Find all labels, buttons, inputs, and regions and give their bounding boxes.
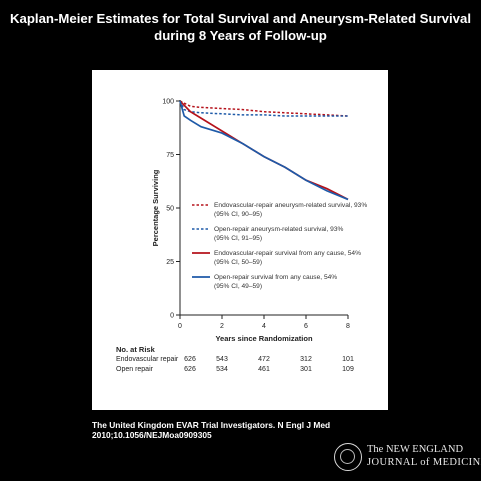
risk-value: 626 bbox=[184, 366, 196, 373]
series-line-2 bbox=[179, 100, 348, 117]
risk-value: 472 bbox=[258, 356, 270, 363]
legend-ci: (95% CI, 90–95) bbox=[214, 211, 262, 218]
seal-icon bbox=[334, 443, 362, 471]
legend-ci: (95% CI, 49–59) bbox=[214, 283, 262, 290]
y-tick-label: 75 bbox=[166, 152, 174, 159]
x-axis-label: Years since Randomization bbox=[215, 334, 313, 343]
legend-label: Open-repair survival from any cause, 54% bbox=[214, 274, 337, 281]
logo-line-2: JOURNAL of MEDICINE bbox=[367, 457, 481, 468]
x-tick-label: 6 bbox=[304, 323, 308, 330]
risk-table: No. at Risk Endovascular repair 626 543 47… bbox=[116, 345, 376, 376]
x-tick-label: 2 bbox=[220, 323, 224, 330]
y-tick-label: 50 bbox=[166, 206, 174, 213]
risk-value: 109 bbox=[342, 366, 354, 373]
legend-label: Open-repair aneurysm-related survival, 9… bbox=[214, 226, 344, 233]
risk-row-endovascular: Endovascular repair 626 543 472 312 101 bbox=[116, 356, 376, 366]
risk-value: 626 bbox=[184, 356, 196, 363]
y-axis-label: Percentage Surviving bbox=[151, 169, 160, 246]
citation: The United Kingdom EVAR Trial Investigat… bbox=[92, 420, 331, 440]
series-line-1 bbox=[179, 100, 349, 117]
x-tick-label: 4 bbox=[262, 323, 266, 330]
x-tick-label: 0 bbox=[178, 323, 182, 330]
series-line-4 bbox=[179, 100, 349, 201]
risk-row-label: Open repair bbox=[116, 366, 153, 373]
risk-row-open: Open repair 626 534 461 301 109 bbox=[116, 366, 376, 376]
risk-value: 534 bbox=[216, 366, 228, 373]
journal-logo: The NEW ENGLAND JOURNAL of MEDICINE bbox=[334, 441, 481, 475]
risk-table-heading: No. at Risk bbox=[116, 345, 155, 354]
legend-label: Endovascular-repair aneurysm-related sur… bbox=[214, 202, 367, 209]
y-tick-label: 0 bbox=[170, 313, 174, 320]
y-tick-label: 100 bbox=[162, 99, 174, 106]
survival-chart: Percentage Surviving Years since Randomi… bbox=[151, 99, 367, 344]
legend-ci: (95% CI, 91–95) bbox=[214, 235, 262, 242]
risk-row-label: Endovascular repair bbox=[116, 356, 179, 363]
risk-value: 312 bbox=[300, 356, 312, 363]
legend-ci: (95% CI, 50–59) bbox=[214, 259, 262, 266]
risk-value: 301 bbox=[300, 366, 312, 373]
risk-value: 543 bbox=[216, 356, 228, 363]
risk-value: 101 bbox=[342, 356, 354, 363]
risk-value: 461 bbox=[258, 366, 270, 373]
chart-panel: Percentage Surviving Years since Randomi… bbox=[92, 70, 388, 410]
x-tick-label: 8 bbox=[346, 323, 350, 330]
y-tick-label: 25 bbox=[166, 259, 174, 266]
page-title: Kaplan-Meier Estimates for Total Surviva… bbox=[10, 11, 471, 43]
logo-line-1: The NEW ENGLAND bbox=[367, 444, 464, 455]
legend-label: Endovascular-repair survival from any ca… bbox=[214, 250, 361, 257]
